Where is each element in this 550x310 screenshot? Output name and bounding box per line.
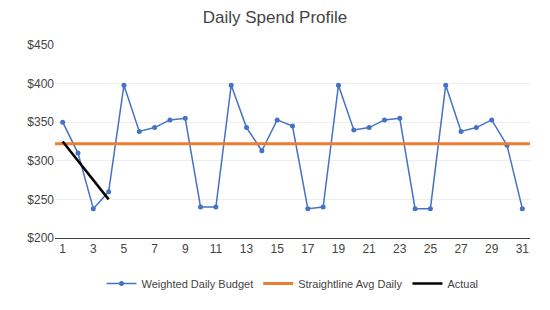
svg-text:13: 13 — [240, 242, 254, 256]
svg-text:23: 23 — [393, 242, 407, 256]
svg-text:17: 17 — [301, 242, 315, 256]
svg-text:$300: $300 — [27, 154, 54, 168]
svg-text:25: 25 — [424, 242, 438, 256]
svg-text:$250: $250 — [27, 193, 54, 207]
svg-text:Daily Spend Profile: Daily Spend Profile — [203, 8, 348, 27]
svg-text:15: 15 — [271, 242, 285, 256]
svg-text:$350: $350 — [27, 115, 54, 129]
svg-text:5: 5 — [121, 242, 128, 256]
svg-text:Straightline Avg Daily: Straightline Avg Daily — [298, 278, 402, 290]
svg-text:Weighted Daily Budget: Weighted Daily Budget — [142, 278, 254, 290]
svg-text:27: 27 — [454, 242, 468, 256]
svg-text:$400: $400 — [27, 77, 54, 91]
svg-text:9: 9 — [182, 242, 189, 256]
svg-text:11: 11 — [210, 242, 223, 256]
svg-text:1: 1 — [59, 242, 66, 256]
svg-text:$200: $200 — [27, 231, 54, 245]
svg-text:3: 3 — [90, 242, 97, 256]
svg-text:29: 29 — [485, 242, 499, 256]
svg-text:Actual: Actual — [447, 278, 478, 290]
svg-text:21: 21 — [362, 242, 376, 256]
svg-text:7: 7 — [151, 242, 158, 256]
svg-text:$450: $450 — [27, 38, 54, 52]
svg-text:19: 19 — [332, 242, 346, 256]
svg-text:31: 31 — [516, 242, 530, 256]
